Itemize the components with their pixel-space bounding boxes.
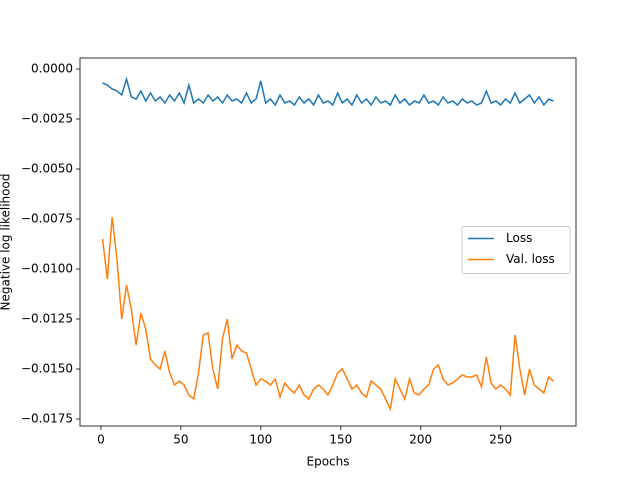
y-tick-label: −0.0150 <box>21 362 73 376</box>
loss-line <box>101 216 554 412</box>
x-tick-label: 100 <box>249 433 272 447</box>
x-tick-label: 200 <box>409 433 432 447</box>
y-tick-label: −0.0075 <box>21 212 73 226</box>
y-tick-label: −0.0100 <box>21 262 73 276</box>
loss-line <box>102 76 554 107</box>
plot-frame <box>79 57 577 427</box>
y-tick-label: −0.0125 <box>21 312 73 326</box>
y-tick-label: 0.0000 <box>31 62 73 76</box>
x-tick-label: 50 <box>173 433 188 447</box>
legend-label: Loss <box>506 231 532 245</box>
y-tick-label: −0.0025 <box>21 112 73 126</box>
x-tick-label: 0 <box>97 433 105 447</box>
y-tick-label: −0.0175 <box>21 412 73 426</box>
y-axis-label: Negative log likelihood <box>0 174 13 311</box>
x-tick-label: 150 <box>329 433 352 447</box>
legend-label: Val. loss <box>506 252 555 266</box>
y-tick-label: −0.0050 <box>21 162 73 176</box>
x-axis-label: Epochs <box>307 455 350 469</box>
x-tick-label: 250 <box>489 433 512 447</box>
